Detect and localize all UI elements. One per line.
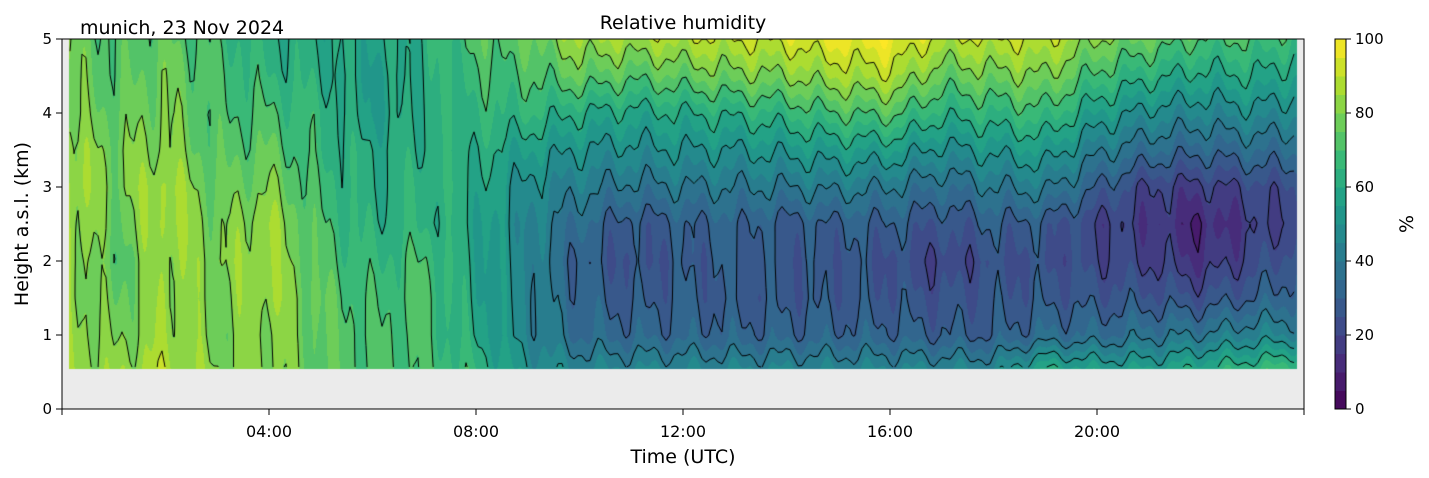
y-tick-label: 0 [42, 400, 52, 418]
colorbar-segment [1335, 298, 1346, 317]
y-tick-label: 5 [42, 30, 52, 48]
x-tick-label: 20:00 [1074, 422, 1120, 441]
x-axis-label: Time (UTC) [629, 446, 735, 468]
x-tick-label: 16:00 [867, 422, 913, 441]
colorbar-segment [1335, 94, 1346, 114]
x-tick-label: 08:00 [453, 422, 499, 441]
colorbar-tick-label: 60 [1355, 178, 1374, 196]
colorbar-segment [1335, 390, 1346, 410]
colorbar-segment [1335, 242, 1346, 262]
colorbar-segment [1335, 335, 1346, 354]
colorbar-tick-label: 20 [1355, 326, 1374, 344]
colorbar-segment [1335, 205, 1346, 225]
colorbar-segment [1335, 316, 1346, 336]
plot-frame [61, 38, 1305, 410]
colorbar-segment [1335, 150, 1346, 169]
colorbar-segment [1335, 168, 1346, 188]
y-tick-label: 3 [42, 178, 52, 196]
y-axis-label: Height a.s.l. (km) [11, 142, 33, 306]
colorbar-segment [1335, 353, 1346, 373]
colorbar-segment [1335, 39, 1346, 58]
colorbar-segment [1335, 261, 1346, 280]
y-tick-label: 1 [42, 326, 52, 344]
colorbar-segment [1335, 57, 1346, 77]
y-tick-label: 2 [42, 252, 52, 270]
colorbar-tick-label: 100 [1355, 30, 1384, 48]
colorbar-segment [1335, 113, 1346, 132]
colorbar-segment [1335, 279, 1346, 299]
x-tick-label: 12:00 [660, 422, 706, 441]
colorbar-frame [1334, 38, 1347, 410]
colorbar-segment [1335, 224, 1346, 243]
x-tick-label: 04:00 [246, 422, 292, 441]
rh-contour-field [62, 39, 1304, 409]
colorbar-segment [1335, 187, 1346, 206]
chart-title: Relative humidity [600, 12, 767, 34]
colorbar-label: % [1396, 215, 1418, 233]
colorbar-tick-label: 80 [1355, 104, 1374, 122]
chart-subtitle: munich, 23 Nov 2024 [80, 17, 284, 39]
colorbar-tick-label: 0 [1355, 400, 1365, 418]
colorbar-segment [1335, 372, 1346, 391]
colorbar-tick-label: 40 [1355, 252, 1374, 270]
y-tick-label: 4 [42, 104, 52, 122]
colorbar-segment [1335, 76, 1346, 95]
colorbar-segment [1335, 131, 1346, 151]
